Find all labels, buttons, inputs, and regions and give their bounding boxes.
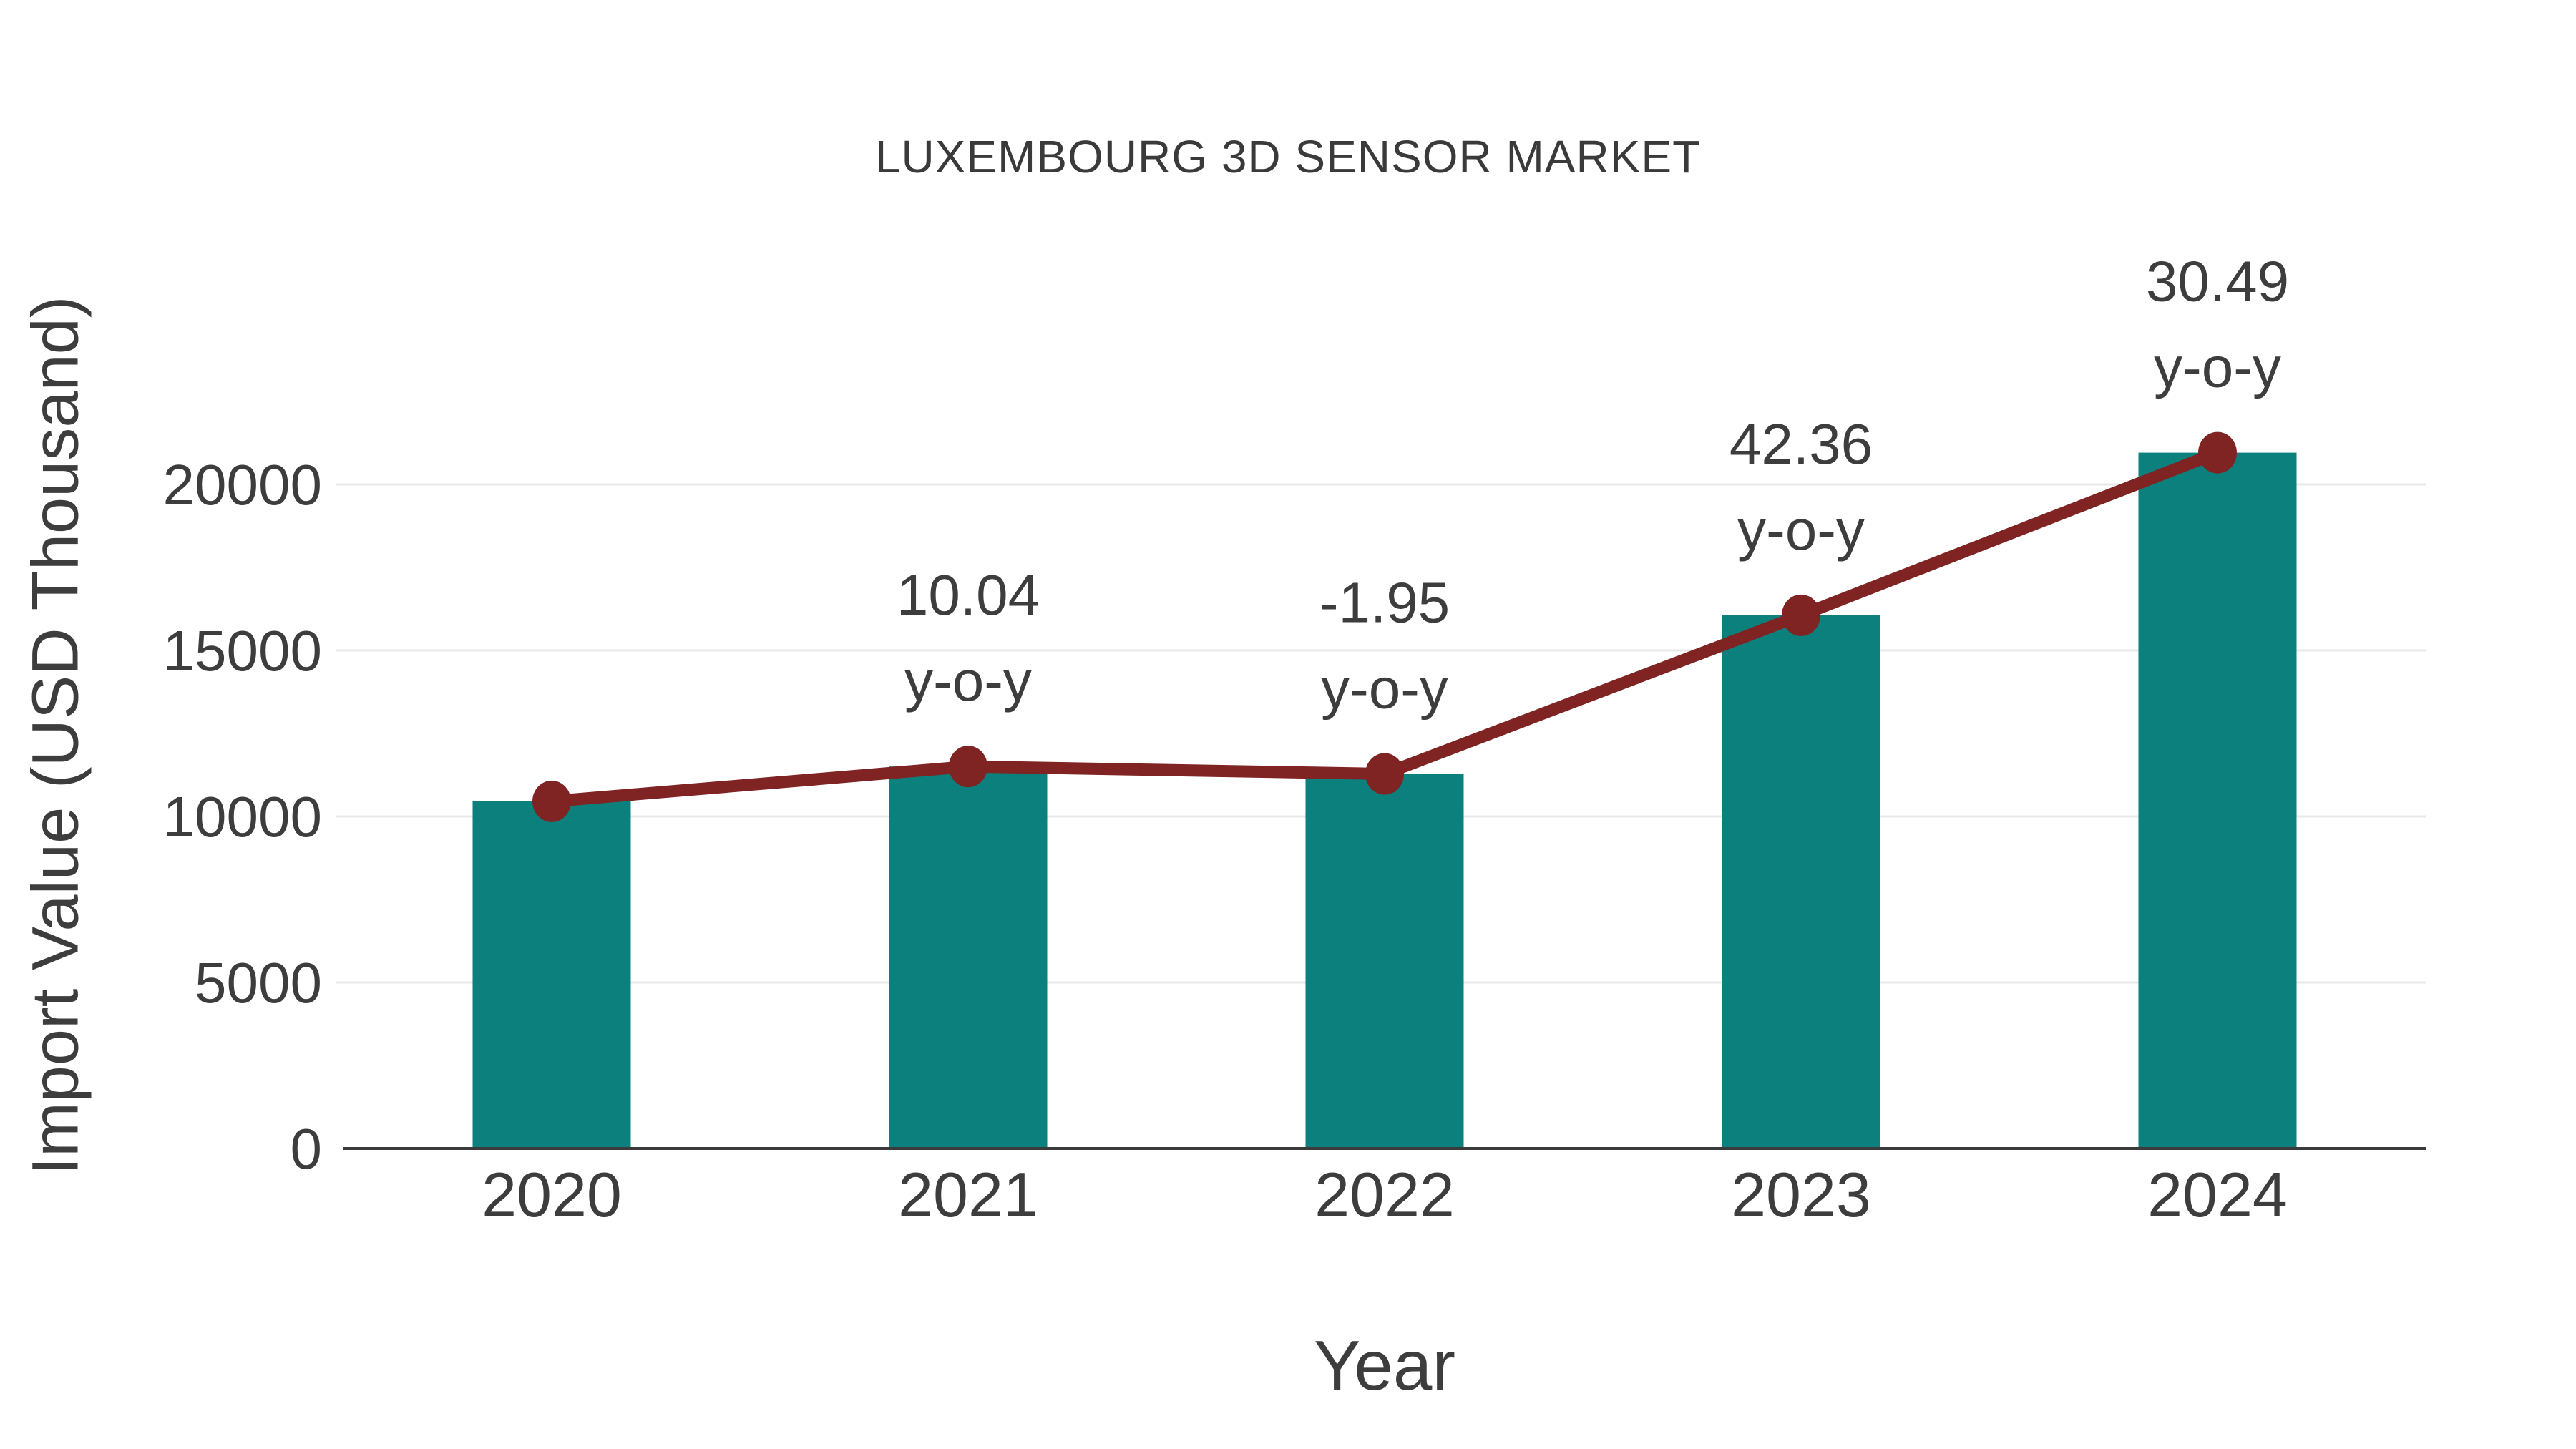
bar-2022 [1305,774,1464,1148]
bar-2020 [472,801,631,1148]
trend-marker-2023 [1782,594,1820,636]
annotation-suffix-2021: y-o-y [904,649,1032,713]
y-tick-label-5000: 5000 [195,951,322,1015]
trend-marker-2021 [949,746,987,788]
y-tick-label-20000: 20000 [163,453,322,517]
x-tick-label-2023: 2023 [1731,1159,1871,1230]
annotation-suffix-2023: y-o-y [1737,498,1865,562]
annotation-suffix-2024: y-o-y [2154,336,2281,399]
bar-2023 [1722,615,1880,1148]
bar-2021 [889,766,1048,1148]
trend-marker-2024 [2198,431,2237,474]
annotation-value-2023: 42.36 [1729,412,1873,476]
y-tick-label-0: 0 [291,1117,323,1181]
x-tick-label-2020: 2020 [482,1159,622,1230]
y-tick-label-10000: 10000 [163,785,322,849]
trend-marker-2022 [1365,753,1404,795]
bar-2024 [2138,452,2297,1148]
x-tick-label-2021: 2021 [898,1159,1038,1230]
annotation-value-2024: 30.49 [2146,250,2289,313]
annotation-value-2022: -1.95 [1319,571,1450,635]
chart-title: LUXEMBOURG 3D SENSOR MARKET [874,131,1702,182]
x-tick-label-2022: 2022 [1314,1159,1455,1230]
y-tick-label-15000: 15000 [163,619,322,683]
x-tick-label-2024: 2024 [2147,1159,2288,1230]
annotation-value-2021: 10.04 [897,563,1040,627]
trend-marker-2020 [532,780,571,822]
annotation-suffix-2022: y-o-y [1321,657,1448,721]
x-axis-title: Year [1313,1326,1456,1405]
